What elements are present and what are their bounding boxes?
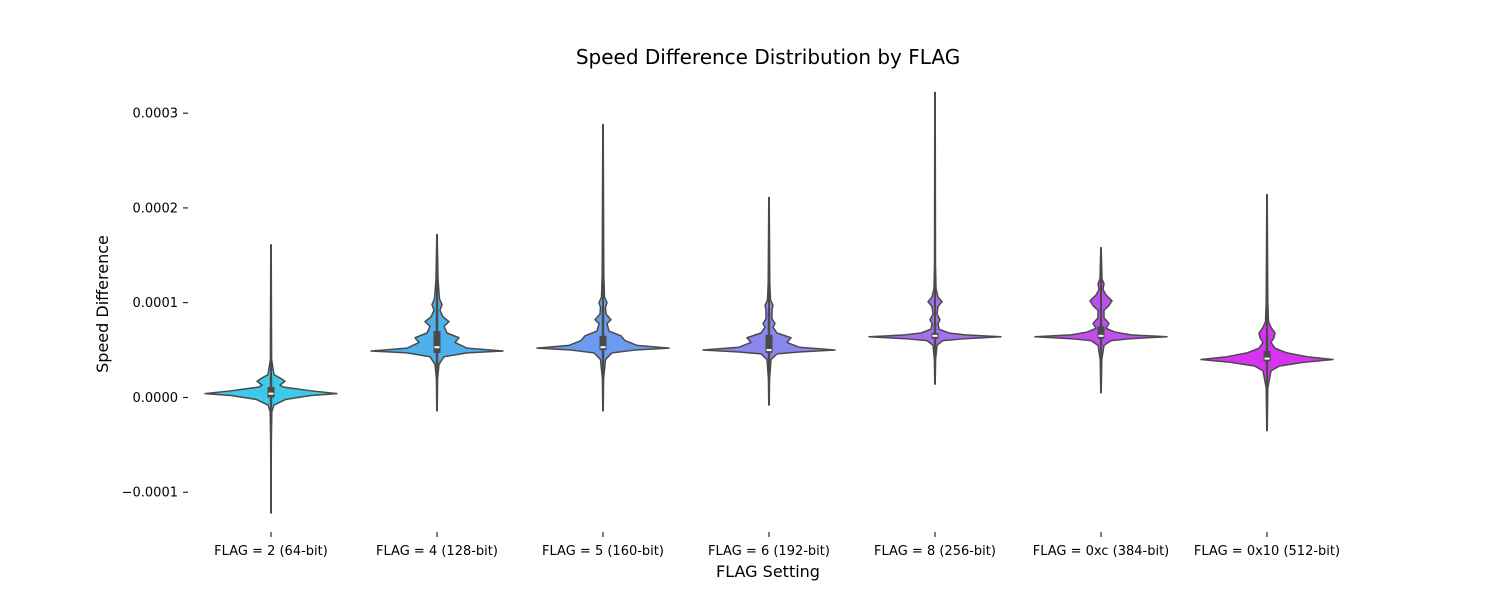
violin-median [766, 349, 772, 352]
violin-iqr-box [267, 387, 275, 398]
violin-2 [370, 233, 504, 412]
y-tick-label: 0.0000 [133, 391, 179, 406]
violin-4 [702, 196, 836, 406]
x-tick-label: FLAG = 8 (256-bit) [874, 544, 996, 559]
violin-median [1098, 334, 1104, 337]
x-tick-label: FLAG = 0xc (384-bit) [1033, 544, 1170, 559]
violin-median [600, 346, 606, 349]
x-tick-label: FLAG = 0x10 (512-bit) [1194, 544, 1340, 559]
y-tick-label: 0.0003 [133, 107, 179, 122]
violin-iqr-box [1097, 326, 1105, 339]
violin-iqr-box [765, 334, 773, 353]
x-tick-label: FLAG = 2 (64-bit) [214, 544, 328, 559]
violin-median [268, 392, 274, 395]
violin-7 [1200, 193, 1334, 432]
violin-3 [536, 123, 670, 412]
y-axis-label: Speed Difference [93, 235, 112, 373]
violin-6 [1034, 246, 1168, 394]
violin-group [204, 91, 1334, 514]
y-tick-label: 0.0001 [133, 296, 179, 311]
violin-iqr-box [1263, 351, 1271, 362]
y-tick-label: 0.0002 [133, 201, 179, 216]
y-tick-label: −0.0001 [122, 486, 178, 501]
x-axis-label: FLAG Setting [716, 562, 820, 581]
chart-title: Speed Difference Distribution by FLAG [576, 45, 960, 69]
x-axis: FLAG = 2 (64-bit) FLAG = 4 (128-bit) FLAG … [214, 532, 1340, 559]
violin-5 [868, 91, 1002, 385]
violin-iqr-box [433, 331, 441, 353]
violin-median [932, 334, 938, 337]
x-tick-label: FLAG = 6 (192-bit) [708, 544, 830, 559]
x-tick-label: FLAG = 5 (160-bit) [542, 544, 664, 559]
x-tick-label: FLAG = 4 (128-bit) [376, 544, 498, 559]
violin-median [434, 346, 440, 349]
violin-1 [204, 244, 338, 514]
violin-median [1264, 357, 1270, 360]
violin-iqr-box [599, 335, 607, 351]
y-axis: −0.0001 0.0000 0.0001 0.0002 0.0003 [122, 107, 188, 501]
